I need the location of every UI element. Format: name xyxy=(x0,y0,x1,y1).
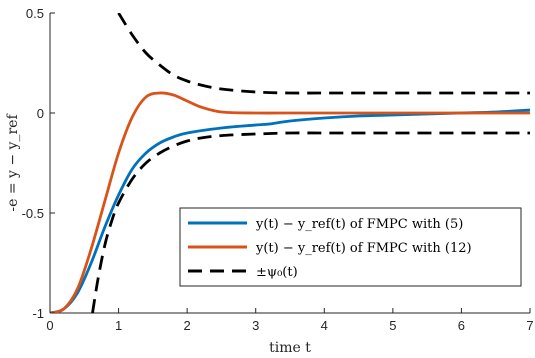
x-tick-label: 1 xyxy=(115,318,122,333)
x-axis-label: time t xyxy=(269,340,311,356)
x-tick-label: 2 xyxy=(184,318,191,333)
series-line xyxy=(117,13,530,95)
x-tick-label: 0 xyxy=(46,318,53,333)
x-axis: 0 1 2 3 4 5 6 7 xyxy=(46,308,534,333)
y-tick-label: -0.5 xyxy=(22,206,44,221)
plot-area xyxy=(49,13,530,314)
x-tick-label: 6 xyxy=(458,318,465,333)
x-tick-label: 5 xyxy=(389,318,396,333)
series-line-lower xyxy=(91,131,530,313)
x-tick-label: 4 xyxy=(321,318,328,333)
legend: y(t) − y_ref(t) of FMPC with (5) y(t) − y… xyxy=(179,207,522,287)
legend-label: ±ψ₀(t) xyxy=(256,265,298,280)
x-tick-label: 3 xyxy=(252,318,259,333)
x-tick-label: 7 xyxy=(526,318,533,333)
y-tick-label: 0.5 xyxy=(26,6,44,21)
series-line xyxy=(50,91,530,313)
y-axis-label: -e = y − y_ref xyxy=(5,113,21,212)
legend-label: y(t) − y_ref(t) of FMPC with (12) xyxy=(255,241,472,256)
y-tick-label: 0 xyxy=(37,106,44,121)
legend-label: y(t) − y_ref(t) of FMPC with (5) xyxy=(255,217,463,232)
y-tick-label: -1 xyxy=(32,306,44,321)
y-axis: -1 -0.5 0 0.5 xyxy=(22,6,55,321)
series-line xyxy=(50,108,530,313)
